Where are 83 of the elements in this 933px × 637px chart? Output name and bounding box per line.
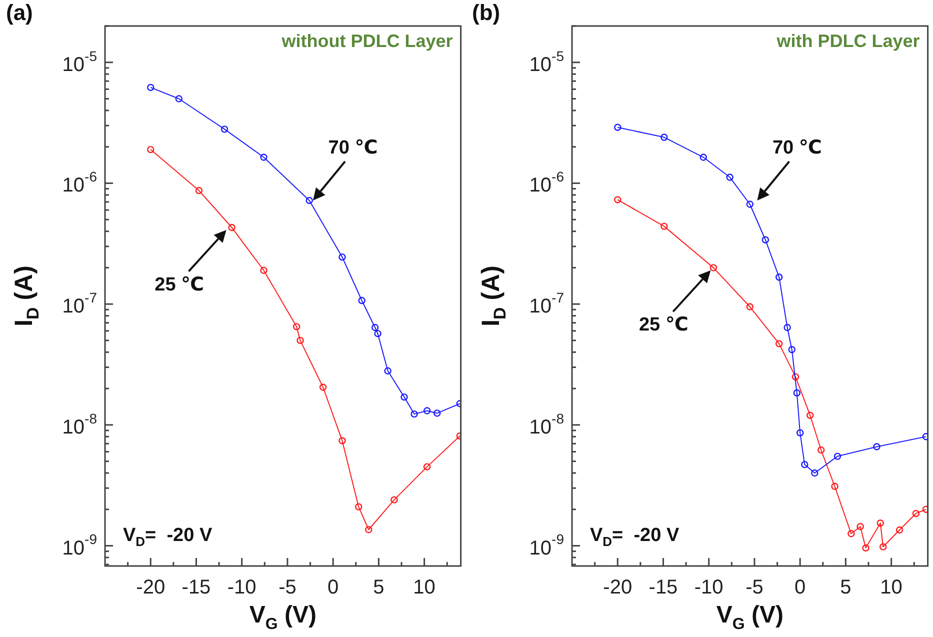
- chart-subtitle: with PDLC Layer: [776, 30, 920, 51]
- annotation: 25 ℃: [154, 274, 204, 296]
- x-tick-label: -5: [746, 576, 764, 599]
- point: [147, 84, 154, 92]
- annotation: 70 ℃: [772, 138, 822, 159]
- point: [746, 200, 754, 208]
- point: [856, 523, 864, 530]
- point: [876, 520, 884, 527]
- point: [817, 446, 825, 454]
- x-tick-label: -10: [227, 576, 256, 599]
- point: [296, 336, 304, 344]
- x-tick-label: -5: [278, 576, 296, 599]
- point: [922, 433, 928, 440]
- x-tick-label: 0: [794, 576, 806, 599]
- point: [147, 146, 154, 154]
- point: [292, 323, 300, 330]
- point: [660, 222, 668, 230]
- point: [260, 266, 268, 274]
- point: [384, 367, 392, 374]
- point: [796, 429, 804, 436]
- point: [433, 410, 441, 417]
- chart-title: (b): [472, 0, 500, 26]
- y-axis-title: ID (A): [10, 266, 42, 326]
- point: [793, 389, 800, 397]
- x-tick-label: 0: [328, 576, 339, 599]
- x-tick-label: -20: [136, 576, 166, 599]
- x-tick-label: 5: [373, 576, 384, 599]
- point: [306, 196, 313, 204]
- x-tick-label: -20: [603, 576, 632, 599]
- point: [862, 544, 870, 552]
- point: [410, 410, 418, 418]
- point: [775, 274, 783, 281]
- point: [374, 330, 382, 338]
- point: [896, 526, 904, 534]
- annotation: 25 ℃: [638, 314, 688, 336]
- point: [831, 482, 838, 490]
- point: [762, 236, 770, 244]
- point: [811, 469, 818, 477]
- point: [710, 264, 718, 272]
- point: [614, 124, 622, 131]
- x-tick-label: 10: [880, 576, 902, 599]
- point: [400, 393, 408, 401]
- point: [175, 95, 182, 102]
- point: [660, 134, 668, 141]
- point: [338, 253, 346, 261]
- point: [801, 460, 808, 468]
- point: [792, 373, 800, 380]
- annotation: 70 ℃: [328, 138, 378, 159]
- x-tick-label: -15: [182, 576, 211, 599]
- point: [358, 296, 366, 304]
- x-tick-label: 10: [413, 576, 436, 599]
- point: [195, 186, 203, 194]
- x-tick-label: -15: [648, 576, 678, 599]
- point: [726, 174, 734, 181]
- point: [220, 126, 228, 133]
- point: [912, 510, 920, 518]
- point: [390, 496, 398, 504]
- point: [788, 346, 796, 354]
- x-tick-label: 5: [840, 576, 852, 599]
- point: [228, 224, 236, 232]
- chart-title: (a): [6, 0, 33, 26]
- point: [371, 324, 379, 332]
- point: [260, 154, 268, 161]
- point: [873, 443, 880, 450]
- point: [879, 543, 887, 550]
- point: [423, 407, 431, 414]
- point: [848, 530, 855, 538]
- point: [834, 452, 842, 460]
- point: [423, 463, 431, 470]
- point: [355, 503, 362, 510]
- point: [746, 303, 754, 310]
- point: [784, 324, 791, 332]
- point: [806, 412, 814, 419]
- x-tick-label: -10: [694, 576, 724, 599]
- point: [365, 526, 372, 534]
- chart-subtitle: without PDLC Layer: [280, 30, 453, 51]
- point: [700, 154, 707, 161]
- point: [922, 506, 928, 513]
- point: [614, 196, 622, 204]
- point: [775, 340, 783, 348]
- point: [319, 384, 327, 391]
- y-axis-title: ID (A): [476, 266, 510, 326]
- point: [338, 437, 346, 444]
